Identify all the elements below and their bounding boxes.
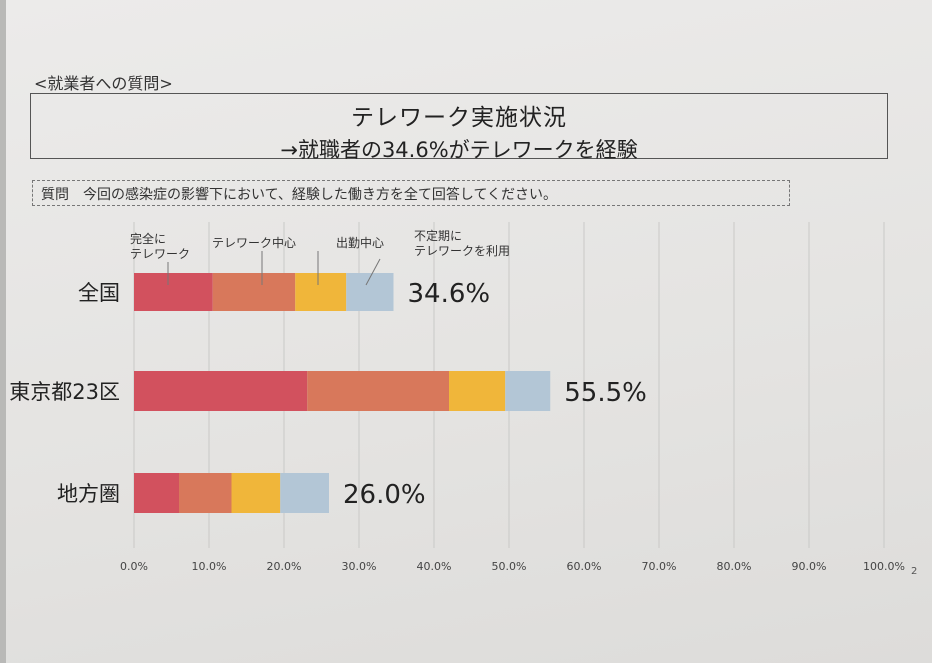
x-tick-label: 60.0% (567, 560, 602, 573)
x-tick-label: 20.0% (267, 560, 302, 573)
bar-segment (134, 371, 308, 411)
page-number: 2 (911, 566, 918, 577)
total-label: 55.5% (564, 378, 647, 408)
total-label: 34.6% (408, 279, 491, 309)
legend-label: 完全に (130, 231, 166, 246)
bar-segment (449, 371, 506, 411)
bar-segment (212, 273, 296, 311)
x-tick-label: 30.0% (342, 560, 377, 573)
bar-segment (231, 473, 281, 513)
bar-segment (346, 273, 394, 311)
total-label: 26.0% (343, 480, 426, 510)
category-label: 全国 (78, 281, 120, 305)
legend-label: テレワークを利用 (414, 244, 510, 258)
x-tick-label: 50.0% (492, 560, 527, 573)
bar-segment (307, 371, 449, 411)
x-tick-label: 100.0% (863, 560, 905, 573)
x-tick-label: 0.0% (120, 560, 148, 573)
bar-segment (134, 473, 179, 513)
header-label: <就業者への質問> (34, 74, 173, 93)
x-tick-label: 40.0% (417, 560, 452, 573)
chart-title: テレワーク実施状況 (351, 105, 567, 131)
bar-segment (134, 273, 213, 311)
x-tick-label: 80.0% (717, 560, 752, 573)
legend-label: テレワーク (130, 247, 190, 261)
legend-label: 出勤中心 (336, 235, 384, 250)
bar-segment (505, 371, 551, 411)
title-box: テレワーク実施状況 →就職者の34.6%がテレワークを経験 (30, 93, 888, 162)
legend-label: 不定期に (414, 228, 462, 243)
bar-segment (280, 473, 329, 513)
category-label: 地方圏 (57, 482, 120, 506)
question-text: 質問 今回の感染症の影響下において、経験した働き方を全て回答してください。 (32, 180, 790, 206)
bar-segment (295, 273, 347, 311)
legend-label: テレワーク中心 (212, 235, 296, 250)
x-tick-label: 90.0% (792, 560, 827, 573)
x-tick-label: 10.0% (192, 560, 227, 573)
x-tick-label: 70.0% (642, 560, 677, 573)
document-sheet (6, 0, 932, 663)
bar-segment (179, 473, 232, 513)
legend-leader-line (365, 258, 381, 286)
chart-subtitle: →就職者の34.6%がテレワークを経験 (280, 138, 638, 162)
category-label: 東京都23区 (9, 380, 120, 404)
